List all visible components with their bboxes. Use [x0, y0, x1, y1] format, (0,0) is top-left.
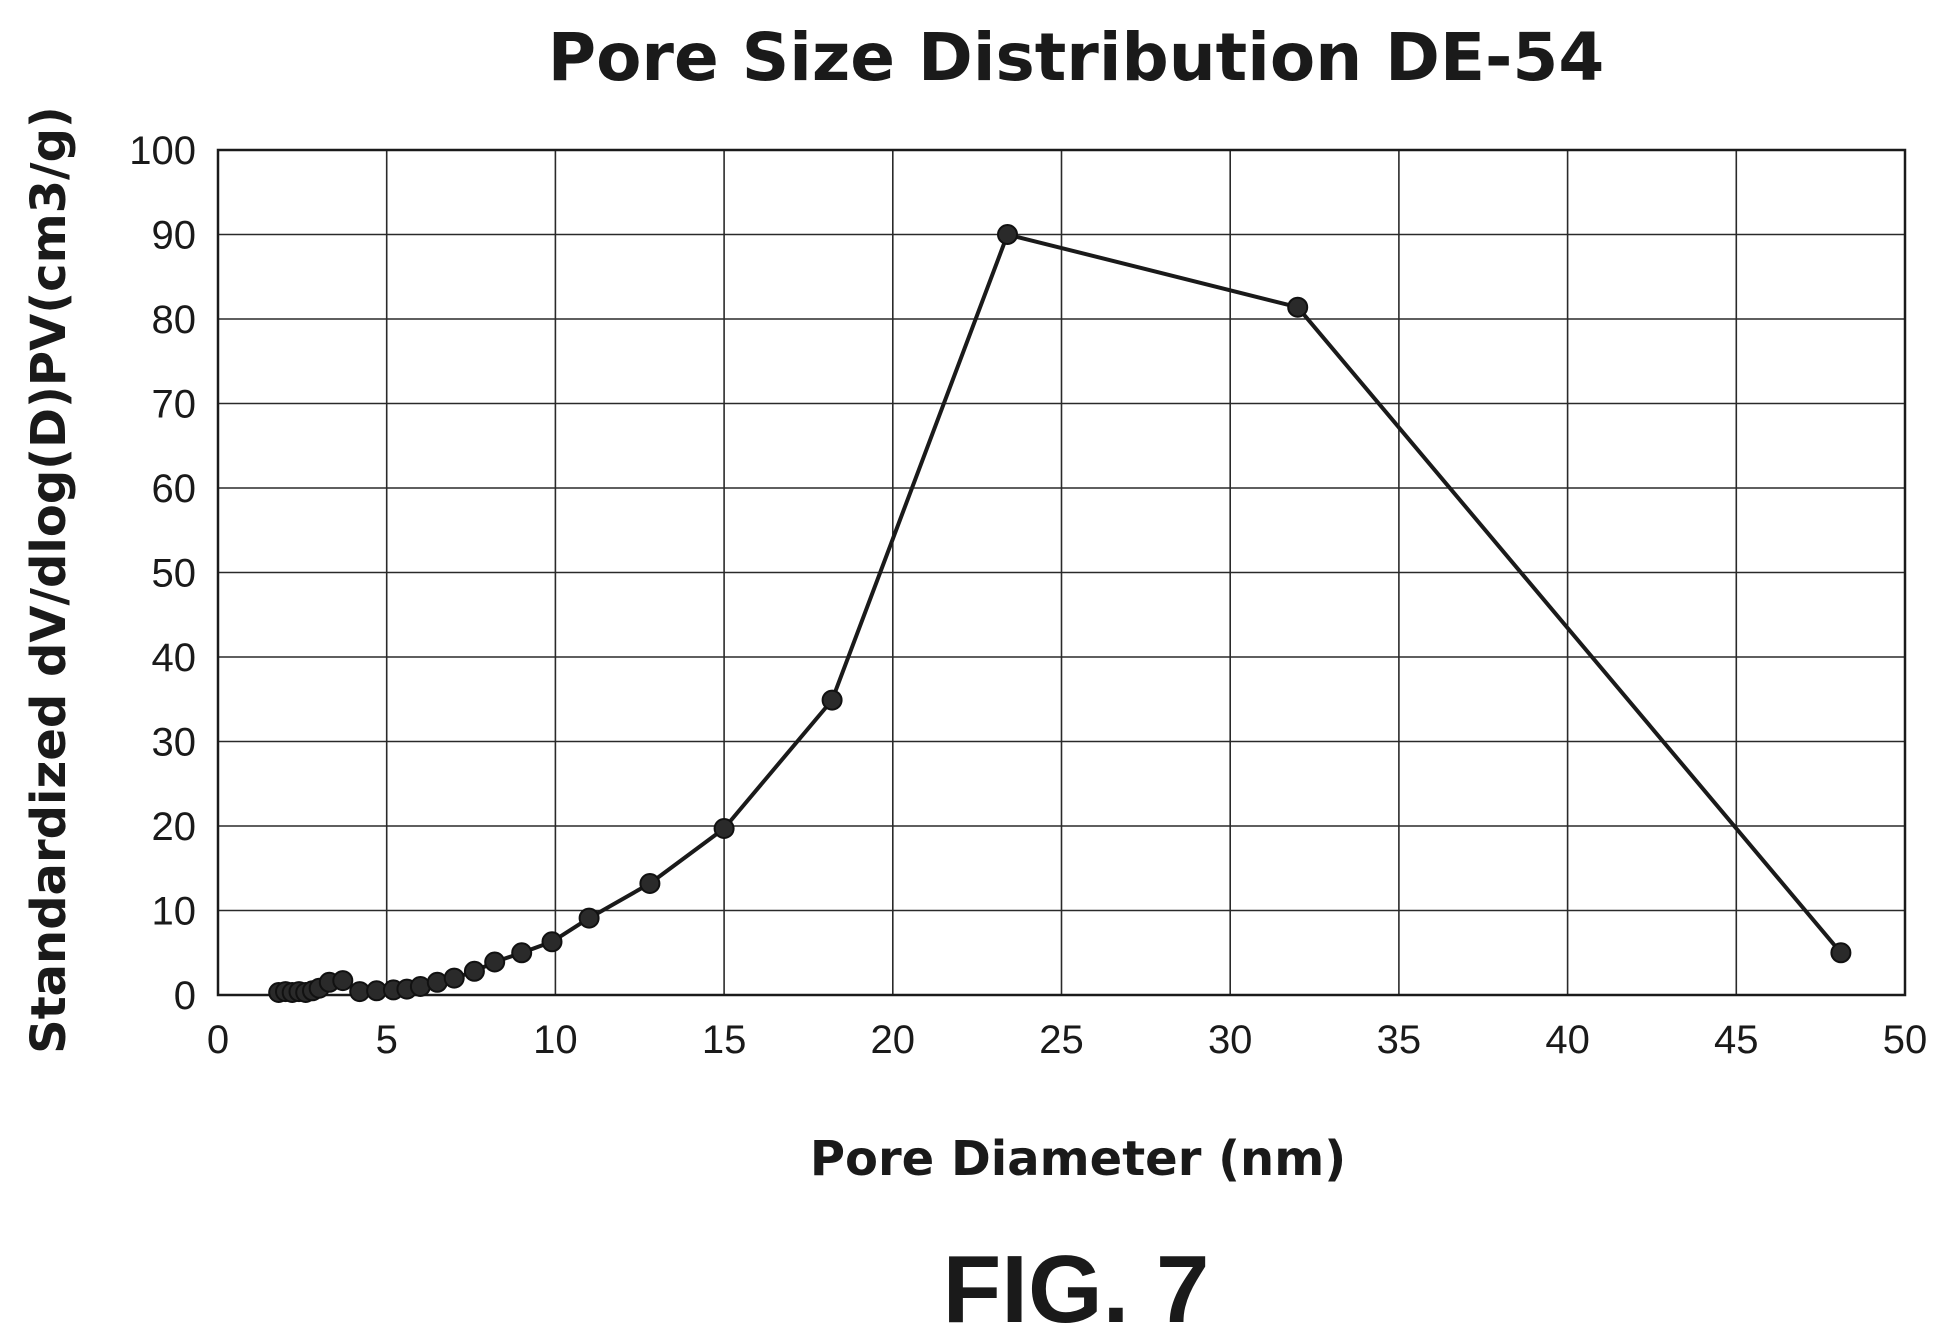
- figure-label: FIG. 7: [943, 1236, 1210, 1338]
- data-point: [409, 976, 431, 997]
- x-axis-ticks: 0 5 10 15 20 25 30 35 40 45 50: [207, 1018, 1927, 1062]
- x-tick-label: 5: [376, 1018, 398, 1062]
- x-tick-label: 40: [1545, 1018, 1590, 1062]
- y-tick-label: 70: [152, 383, 197, 427]
- data-point: [1830, 942, 1852, 964]
- y-tick-label: 10: [152, 890, 197, 934]
- data-point: [332, 970, 354, 992]
- x-axis-title: Pore Diameter (nm): [810, 1131, 1346, 1187]
- y-tick-label: 80: [152, 298, 197, 342]
- y-tick-label: 0: [174, 974, 196, 1018]
- x-tick-label: 35: [1377, 1018, 1422, 1062]
- y-tick-label: 40: [152, 636, 197, 680]
- chart-title: Pore Size Distribution DE-54: [548, 19, 1605, 96]
- data-point: [713, 818, 735, 839]
- data-point: [426, 971, 448, 993]
- data-point: [443, 967, 465, 989]
- x-tick-label: 45: [1714, 1018, 1759, 1062]
- series: [268, 224, 1852, 1003]
- x-tick-label: 15: [702, 1018, 747, 1062]
- x-tick-label: 0: [207, 1018, 229, 1062]
- plot-area: [216, 148, 1907, 997]
- y-axis-ticks: 0 10 20 30 40 50 60 70 80 90 100: [129, 129, 196, 1018]
- data-point: [484, 951, 506, 973]
- y-tick-label: 30: [152, 721, 197, 765]
- grid: [217, 149, 1906, 996]
- data-point: [997, 224, 1018, 245]
- y-tick-label: 50: [152, 552, 197, 596]
- data-point: [1287, 296, 1309, 318]
- y-tick-label: 100: [129, 129, 196, 173]
- data-point: [463, 960, 485, 982]
- x-tick-label: 20: [871, 1018, 916, 1062]
- y-tick-label: 20: [152, 805, 197, 849]
- data-point: [511, 942, 533, 964]
- x-tick-label: 30: [1208, 1018, 1253, 1062]
- y-tick-label: 90: [152, 214, 197, 258]
- series-line-0: [278, 232, 1843, 995]
- data-point: [541, 931, 563, 953]
- y-axis-title: Standardized dV/dlog(D)PV(cm3/g): [21, 106, 77, 1054]
- data-point: [578, 907, 600, 929]
- data-point: [821, 689, 843, 711]
- data-point: [639, 873, 661, 894]
- x-tick-label: 10: [533, 1018, 578, 1062]
- x-tick-label: 50: [1883, 1018, 1928, 1062]
- y-tick-label: 60: [152, 467, 197, 511]
- x-tick-label: 25: [1039, 1018, 1084, 1062]
